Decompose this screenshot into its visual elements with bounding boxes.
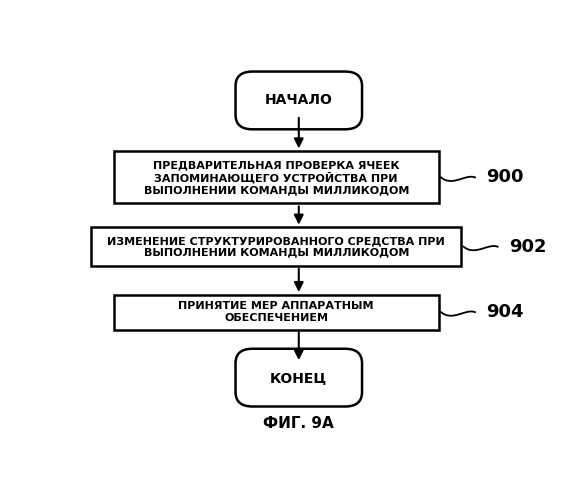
Text: НАЧАЛО: НАЧАЛО [265,94,333,108]
Text: 900: 900 [486,168,524,186]
Bar [114,295,439,330]
FancyBboxPatch shape [236,72,362,130]
Text: ФИГ. 9А: ФИГ. 9А [264,416,334,432]
Bar [91,228,462,266]
Text: КОНЕЦ: КОНЕЦ [270,370,328,384]
Text: ПРИНЯТИЕ МЕР АППАРАТНЫМ
ОБЕСПЕЧЕНИЕМ: ПРИНЯТИЕ МЕР АППАРАТНЫМ ОБЕСПЕЧЕНИЕМ [178,302,374,323]
Text: ПРЕДВАРИТЕЛЬНАЯ ПРОВЕРКА ЯЧЕЕК
ЗАПОМИНАЮЩЕГО УСТРОЙСТВА ПРИ
ВЫПОЛНЕНИИ КОМАНДЫ М: ПРЕДВАРИТЕЛЬНАЯ ПРОВЕРКА ЯЧЕЕК ЗАПОМИНАЮ… [143,160,409,195]
Text: 902: 902 [509,238,546,256]
FancyBboxPatch shape [236,349,362,406]
Text: 904: 904 [486,303,524,321]
Text: ИЗМЕНЕНИЕ СТРУКТУРИРОВАННОГО СРЕДСТВА ПРИ
ВЫПОЛНЕНИИ КОМАНДЫ МИЛЛИКОДОМ: ИЗМЕНЕНИЕ СТРУКТУРИРОВАННОГО СРЕДСТВА ПР… [107,236,445,258]
Bar [114,152,439,204]
